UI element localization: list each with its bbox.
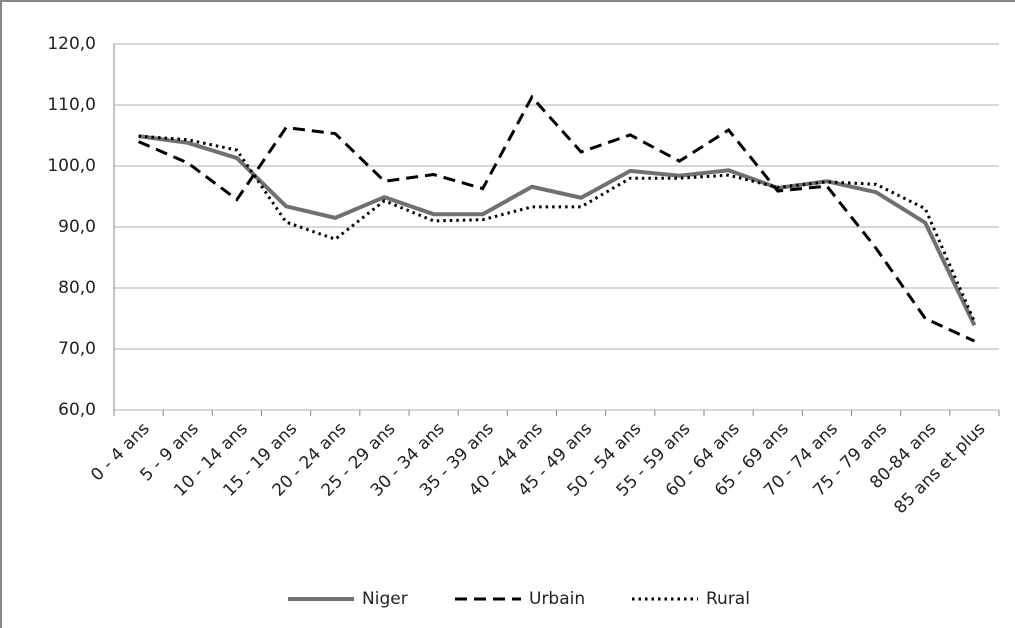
legend-label: Rural <box>706 589 750 609</box>
y-tick-label: 60,0 <box>58 400 96 420</box>
series-line <box>138 134 977 327</box>
y-tick-label: 100,0 <box>47 156 96 176</box>
legend-label: Niger <box>362 589 408 609</box>
x-tick-label: 85 ans et plus <box>890 419 989 518</box>
y-tick-label: 110,0 <box>47 95 96 115</box>
legend-label: Urbain <box>529 589 585 609</box>
series-line <box>137 94 976 343</box>
series-line <box>138 134 976 323</box>
y-tick-label: 90,0 <box>58 217 96 237</box>
y-tick-label: 120,0 <box>47 34 96 54</box>
y-tick-label: 80,0 <box>58 278 96 298</box>
y-tick-label: 70,0 <box>58 339 96 359</box>
